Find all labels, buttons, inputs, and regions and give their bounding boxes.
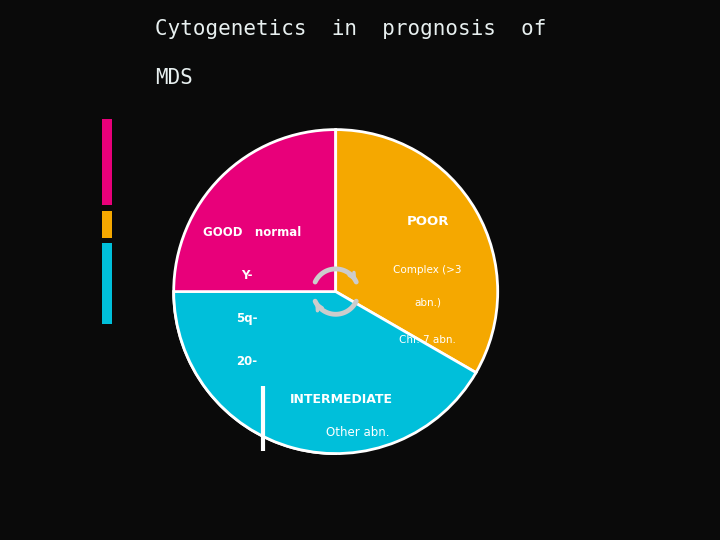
Text: Cytogenetics  in  prognosis  of: Cytogenetics in prognosis of [155, 19, 546, 39]
Bar [102, 243, 112, 324]
Text: INTERMEDIATE: INTERMEDIATE [289, 393, 392, 406]
Text: Other abn.: Other abn. [325, 426, 389, 438]
Bar [102, 211, 112, 238]
Text: Complex (>3: Complex (>3 [393, 265, 462, 275]
Text: GOOD   normal: GOOD normal [203, 226, 301, 239]
Text: MDS: MDS [155, 68, 193, 87]
Bar [102, 119, 112, 205]
Text: Y-: Y- [241, 269, 252, 282]
Text: 5q-: 5q- [236, 312, 257, 325]
Text: 20-: 20- [236, 355, 257, 368]
Text: POOR: POOR [406, 215, 449, 228]
Text: abn.): abn.) [414, 298, 441, 307]
Wedge shape [174, 130, 336, 454]
Text: Chr. 7 abn.: Chr. 7 abn. [399, 335, 456, 345]
Wedge shape [174, 292, 476, 454]
Wedge shape [336, 130, 498, 373]
